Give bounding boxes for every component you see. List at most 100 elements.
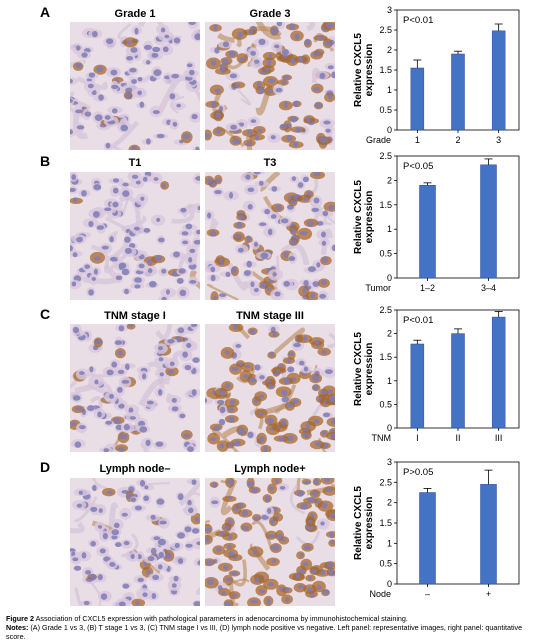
cell-nucleus <box>330 540 335 545</box>
bar <box>480 484 497 585</box>
cell-nucleus <box>267 89 275 94</box>
cell-nucleus <box>146 400 154 405</box>
cell-nucleus <box>283 75 290 80</box>
cell-nucleus <box>124 236 131 243</box>
cell-nucleus <box>228 50 236 58</box>
cell-nucleus <box>101 245 109 250</box>
cell-nucleus <box>238 214 244 220</box>
y-tick-label: 1.5 <box>379 352 392 362</box>
cell-nucleus <box>295 573 301 579</box>
cell-nucleus <box>131 145 138 150</box>
y-tick-label: 2.5 <box>379 151 392 161</box>
cell-nucleus <box>308 576 313 581</box>
cell-nucleus <box>179 289 187 297</box>
y-tick-label: 2.5 <box>379 25 392 35</box>
cell-nucleus <box>329 433 335 439</box>
cell-nucleus <box>293 141 299 147</box>
cell-nucleus <box>270 214 277 219</box>
x-tick-label: 3 <box>496 135 501 145</box>
cell-nucleus <box>314 441 322 447</box>
cell-nucleus <box>222 41 230 48</box>
histology-image-tnm-iii <box>205 324 335 452</box>
cell-nucleus <box>90 541 96 547</box>
p-value-annotation: P<0.01 <box>403 315 433 326</box>
cell-nucleus <box>270 518 275 526</box>
cell-nucleus <box>272 331 277 338</box>
cell-nucleus <box>291 399 299 404</box>
cell-nucleus <box>103 448 110 452</box>
cell-nucleus <box>297 584 305 589</box>
cell-nucleus <box>155 441 164 447</box>
cell-nucleus <box>97 411 102 418</box>
cell-nucleus <box>314 478 319 485</box>
y-tick-label: 1 <box>387 376 392 386</box>
cell-nucleus <box>253 287 259 293</box>
cell-nucleus <box>257 128 262 133</box>
cell-nucleus <box>288 23 296 30</box>
cell-cytoplasm <box>193 203 200 214</box>
cell-nucleus <box>214 88 221 94</box>
cell-nucleus <box>146 138 151 145</box>
cell-nucleus <box>321 349 327 355</box>
cell-nucleus <box>299 553 304 557</box>
y-axis-label-line: Relative CXCL5 <box>353 486 364 560</box>
cell-nucleus <box>113 417 121 424</box>
stroma-fiber <box>194 492 200 497</box>
cell-nucleus <box>205 537 211 543</box>
x-tick-label: 1 <box>415 135 420 145</box>
cell-nucleus <box>242 374 250 379</box>
y-axis-label-line: expression <box>364 191 375 244</box>
bar-chart-d: 0 0.5 1 1.5 2 2.5 3 Relative CXCL5expression P>0… <box>353 457 520 599</box>
stroma-fiber <box>211 427 240 452</box>
cell-nucleus <box>94 379 99 385</box>
cell-nucleus <box>97 525 103 529</box>
cell-nucleus <box>312 384 319 391</box>
cell-nucleus <box>124 288 129 295</box>
cell-nucleus <box>296 490 304 497</box>
cell-nucleus <box>162 46 169 53</box>
stroma-fiber <box>306 22 316 32</box>
cell-nucleus <box>124 247 132 254</box>
chart-body: 0 0.5 1 1.5 2 2.5 Relative CXCL5expression P<0.… <box>353 305 520 443</box>
cell-nucleus <box>288 256 296 262</box>
x-tick-label: – <box>425 589 430 599</box>
stroma-fiber <box>206 283 239 300</box>
cell-nucleus <box>325 488 333 493</box>
cell-nucleus <box>264 66 271 72</box>
panel-letter-d: D <box>40 459 51 475</box>
cell-nucleus <box>70 245 73 252</box>
stroma-fiber <box>280 242 310 266</box>
cell-nucleus <box>98 508 103 513</box>
cell-nucleus <box>134 27 139 35</box>
tissue-texture <box>205 172 335 300</box>
cell-nucleus <box>283 280 290 287</box>
cell-nucleus <box>315 102 323 109</box>
cell-nucleus <box>151 52 159 58</box>
cell-nucleus <box>79 371 85 375</box>
cell-nucleus <box>161 296 167 300</box>
cell-nucleus <box>289 116 298 123</box>
cell-nucleus <box>75 109 83 114</box>
cell-nucleus <box>137 554 142 560</box>
cell-nucleus <box>220 67 226 74</box>
cell-nucleus <box>187 499 192 506</box>
cell-nucleus <box>302 561 309 567</box>
cell-nucleus <box>298 360 305 366</box>
cell-nucleus <box>191 479 197 485</box>
cell-nucleus <box>274 204 282 211</box>
cell-nucleus <box>189 280 197 284</box>
cell-nucleus <box>331 244 335 252</box>
cell-nucleus <box>310 513 315 519</box>
cell-nucleus <box>184 526 192 533</box>
y-axis-label-line: expression <box>364 343 375 396</box>
cell-nucleus <box>195 176 200 181</box>
cell-nucleus <box>307 587 313 592</box>
x-tick-label: 2 <box>455 135 460 145</box>
cell-nucleus <box>316 221 324 226</box>
cell-nucleus <box>279 486 286 490</box>
cell-nucleus <box>75 45 81 51</box>
cell-nucleus <box>321 256 329 263</box>
cell-nucleus <box>218 390 226 395</box>
cell-nucleus <box>110 69 118 76</box>
cell-nucleus <box>72 557 79 562</box>
